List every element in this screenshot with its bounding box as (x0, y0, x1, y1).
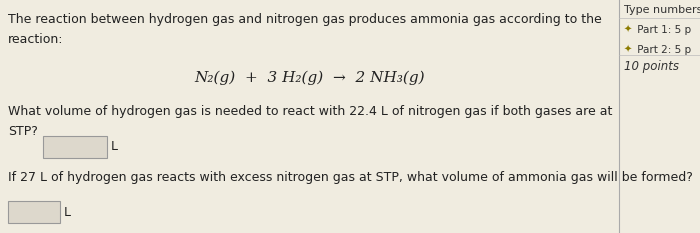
Text: reaction:: reaction: (8, 33, 64, 46)
Text: What volume of hydrogen gas is needed to react with 22.4 L of nitrogen gas if bo: What volume of hydrogen gas is needed to… (8, 105, 612, 118)
Text: ✦: ✦ (624, 25, 632, 35)
Text: Part 1: 5 p: Part 1: 5 p (634, 25, 691, 35)
Text: L: L (64, 206, 71, 219)
Text: Part 2: 5 p: Part 2: 5 p (634, 45, 691, 55)
Text: 10 points: 10 points (624, 60, 679, 73)
Text: STP?: STP? (8, 125, 38, 138)
Text: ✦: ✦ (624, 45, 632, 55)
Text: L: L (111, 140, 118, 154)
Text: The reaction between hydrogen gas and nitrogen gas produces ammonia gas accordin: The reaction between hydrogen gas and ni… (8, 13, 602, 26)
Text: N₂(g)  +  3 H₂(g)  →  2 NH₃(g): N₂(g) + 3 H₂(g) → 2 NH₃(g) (194, 71, 425, 85)
FancyBboxPatch shape (43, 136, 107, 158)
FancyBboxPatch shape (8, 201, 60, 223)
Text: Type numbers: Type numbers (624, 5, 700, 15)
Text: If 27 L of hydrogen gas reacts with excess nitrogen gas at STP, what volume of a: If 27 L of hydrogen gas reacts with exce… (8, 171, 693, 184)
